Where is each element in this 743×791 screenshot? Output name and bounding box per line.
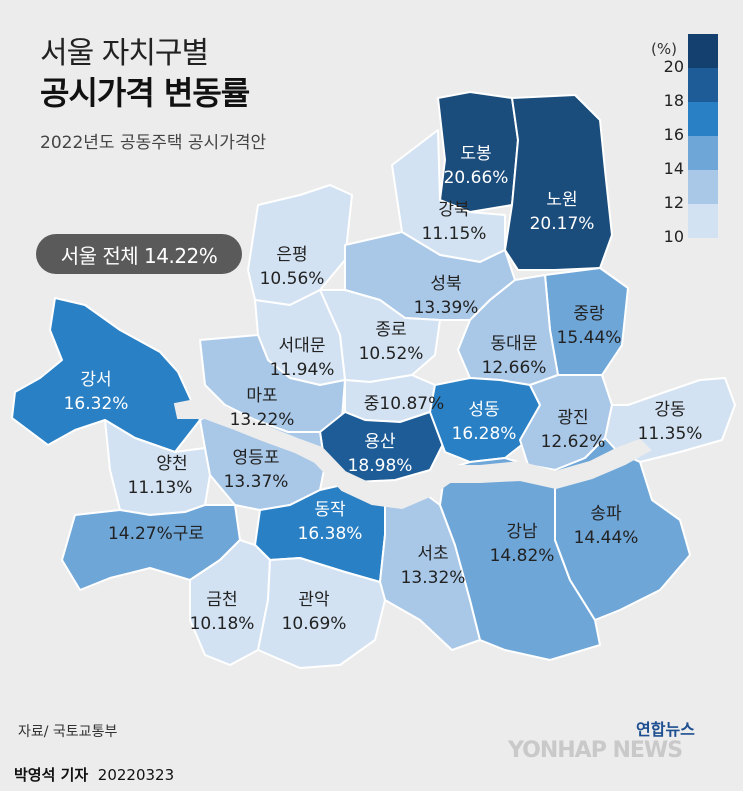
district-label-gwangjin: 광진 12.62%: [540, 408, 606, 452]
district-nowon: [504, 94, 613, 271]
district-songpa: [554, 437, 691, 621]
legend-swatch: [688, 170, 718, 204]
legend-tick: 16: [663, 125, 684, 144]
yonhap-logo-en: YONHAP NEWS: [508, 738, 683, 763]
district-label-yeongdeungpo: 영등포 13.37%: [223, 448, 289, 492]
legend-swatch: [688, 136, 718, 170]
district-label-gangnam: 강남 14.82%: [489, 522, 555, 566]
district-label-gangseo: 강서 16.32%: [63, 370, 129, 414]
legend-swatch: [688, 68, 718, 102]
seoul-total-badge: 서울 전체 14.22%: [36, 234, 242, 274]
district-label-seongbuk: 성북 13.39%: [413, 274, 479, 318]
district-label-yangcheon: 양천 11.13%: [127, 454, 193, 498]
district-label-yongsan: 용산 18.98%: [347, 432, 413, 476]
district-label-jongno: 종로 10.52%: [358, 320, 424, 364]
district-label-geumcheon: 금천 10.18%: [189, 590, 255, 634]
district-label-mapo: 마포 13.22%: [229, 386, 295, 430]
yonhap-logo-ko: 연합뉴스: [636, 720, 695, 739]
district-label-dongjak: 동작 16.38%: [297, 500, 363, 544]
district-eunpyeong: [247, 184, 353, 306]
legend-swatch: [688, 204, 718, 238]
subtitle: 2022년도 공동주택 공시가격안: [40, 133, 267, 153]
district-label-seongdong: 성동 16.28%: [451, 400, 517, 444]
district-label-gangbuk: 강북 11.15%: [421, 200, 487, 244]
legend-swatch: [688, 34, 718, 68]
district-label-eunpyeong: 은평 10.56%: [259, 245, 325, 289]
district-label-gangdong: 강동 11.35%: [637, 400, 703, 444]
district-label-gwanak: 관악 10.69%: [281, 590, 347, 634]
district-label-seocho: 서초 13.32%: [400, 544, 466, 588]
legend-unit: (%): [651, 40, 677, 58]
source-note: 자료/ 국토교통부: [18, 724, 118, 740]
district-seocho: [379, 489, 481, 651]
title-line2: 공시가격 변동률: [40, 74, 250, 112]
legend-tick: 20: [663, 57, 684, 76]
legend-tick: 12: [663, 193, 684, 212]
district-gwanak: [257, 557, 386, 669]
district-label-jungnang: 중랑 15.44%: [556, 304, 622, 348]
district-label-songpa: 송파 14.44%: [573, 504, 639, 548]
legend-color-bar: [688, 34, 718, 238]
legend-swatch: [688, 102, 718, 136]
legend-tick: 14: [663, 159, 684, 178]
title-line1: 서울 자치구별: [40, 36, 209, 71]
han-river: [173, 396, 652, 510]
reporter-line: 박영석 기자 20220323: [14, 766, 175, 784]
legend-tick: 10: [663, 227, 684, 246]
district-label-seodaemun: 서대문 11.94%: [269, 336, 335, 380]
district-label-nowon: 노원 20.17%: [529, 190, 595, 234]
district-label-dongdaemun: 동대문 12.66%: [481, 334, 547, 378]
district-label-jung: 중10.87%: [363, 394, 445, 414]
district-label-guro: 14.27%구로: [107, 524, 205, 544]
district-label-dobong: 도봉 20.66%: [443, 144, 509, 188]
legend-tick: 18: [663, 91, 684, 110]
